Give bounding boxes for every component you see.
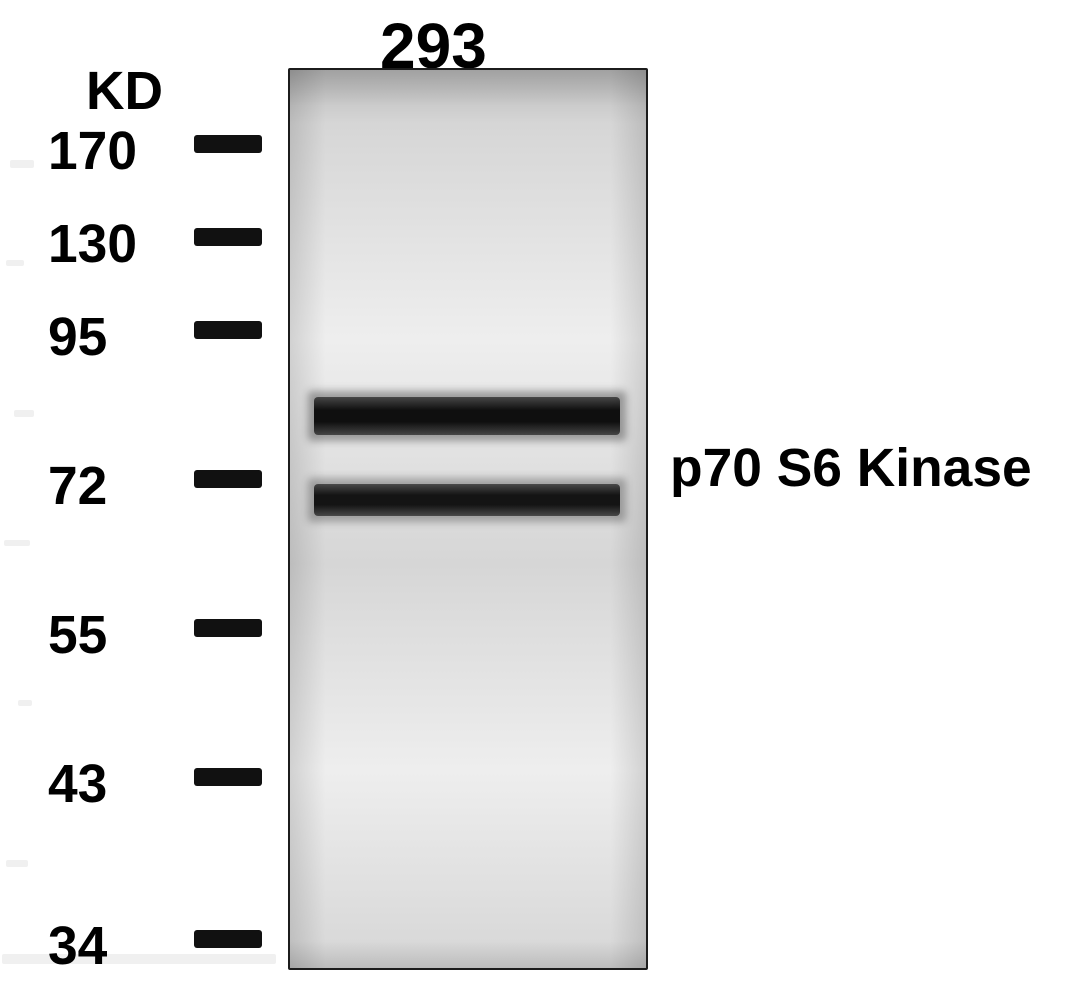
- mw-marker-170: [194, 135, 262, 153]
- mw-marker-43: [194, 768, 262, 786]
- scan-noise-5: [6, 860, 28, 867]
- blot-band-lower: [314, 484, 620, 516]
- western-blot-figure: KD2931701309572554334p70 S6 Kinase: [0, 0, 1080, 993]
- mw-label-72: 72: [48, 456, 107, 517]
- mw-label-55: 55: [48, 605, 107, 666]
- blot-lane: [288, 68, 648, 970]
- scan-noise-1: [6, 260, 24, 266]
- kd-header: KD: [86, 61, 163, 122]
- mw-label-43: 43: [48, 754, 107, 815]
- mw-marker-130: [194, 228, 262, 246]
- band-annotation: p70 S6 Kinase: [670, 438, 1032, 499]
- scan-noise-0: [10, 160, 34, 168]
- mw-label-34: 34: [48, 916, 107, 977]
- mw-marker-34: [194, 930, 262, 948]
- mw-marker-72: [194, 470, 262, 488]
- mw-label-170: 170: [48, 121, 137, 182]
- scan-noise-4: [18, 700, 32, 706]
- mw-marker-95: [194, 321, 262, 339]
- blot-band-upper: [314, 397, 620, 435]
- mw-marker-55: [194, 619, 262, 637]
- scan-noise-3: [4, 540, 30, 546]
- scan-noise-6: [2, 954, 276, 964]
- mw-label-95: 95: [48, 307, 107, 368]
- mw-label-130: 130: [48, 214, 137, 275]
- scan-noise-2: [14, 410, 34, 417]
